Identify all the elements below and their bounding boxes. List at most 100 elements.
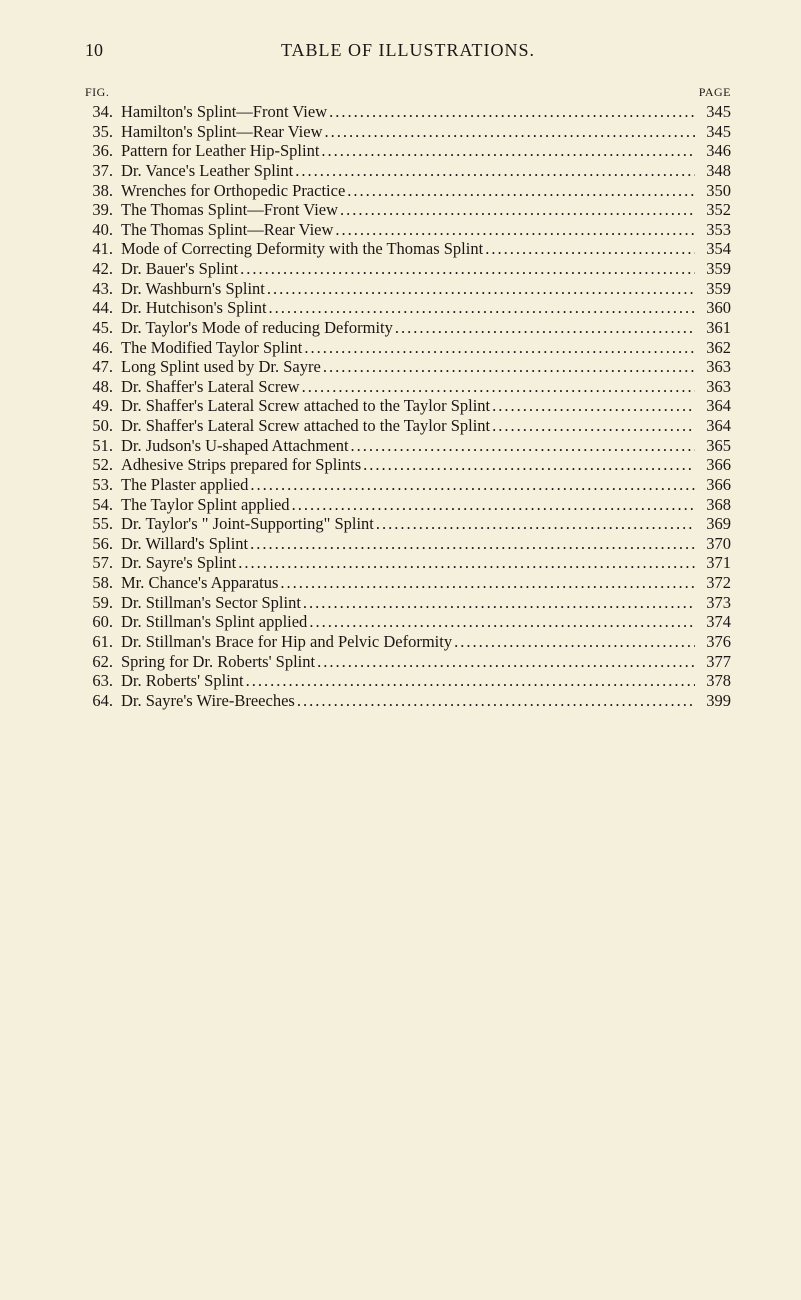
entry-page-number: 366: [695, 455, 731, 475]
entry-leader-dots: ........................................…: [483, 239, 695, 259]
entry-title: Dr. Vance's Leather Splint: [121, 161, 293, 181]
entry-title: Hamilton's Splint—Front View: [121, 102, 327, 122]
entry-leader-dots: ........................................…: [319, 141, 695, 161]
toc-entry: 35.Hamilton's Splint—Rear View..........…: [85, 122, 731, 142]
entry-page-number: 374: [695, 612, 731, 632]
entry-page-number: 352: [695, 200, 731, 220]
toc-entry: 42.Dr. Bauer's Splint...................…: [85, 259, 731, 279]
toc-entry: 34.Hamilton's Splint—Front View.........…: [85, 102, 731, 122]
entry-fig-number: 46.: [85, 338, 121, 358]
entry-title: Wrenches for Orthopedic Practice: [121, 181, 345, 201]
entry-page-number: 345: [695, 102, 731, 122]
entry-page-number: 362: [695, 338, 731, 358]
entry-title: The Thomas Splint—Rear View: [121, 220, 333, 240]
entry-page-number: 359: [695, 279, 731, 299]
entry-title: Dr. Judson's U-shaped Attachment: [121, 436, 349, 456]
entries-list: 34.Hamilton's Splint—Front View.........…: [85, 102, 731, 710]
toc-entry: 43.Dr. Washburn's Splint................…: [85, 279, 731, 299]
entry-leader-dots: ........................................…: [345, 181, 695, 201]
entry-fig-number: 35.: [85, 122, 121, 142]
entry-title: Long Splint used by Dr. Sayre: [121, 357, 321, 377]
entry-leader-dots: ........................................…: [490, 396, 695, 416]
toc-entry: 38.Wrenches for Orthopedic Practice.....…: [85, 181, 731, 201]
toc-entry: 61.Dr. Stillman's Brace for Hip and Pelv…: [85, 632, 731, 652]
entry-leader-dots: ........................................…: [393, 318, 695, 338]
column-header-page: PAGE: [699, 85, 731, 100]
top-page-number: 10: [85, 40, 125, 61]
entry-title: Dr. Stillman's Splint applied: [121, 612, 307, 632]
entry-leader-dots: ........................................…: [452, 632, 695, 652]
toc-entry: 62.Spring for Dr. Roberts' Splint.......…: [85, 652, 731, 672]
entry-title: Dr. Stillman's Brace for Hip and Pelvic …: [121, 632, 452, 652]
entry-page-number: 372: [695, 573, 731, 593]
entry-title: Dr. Shaffer's Lateral Screw attached to …: [121, 396, 490, 416]
entry-fig-number: 50.: [85, 416, 121, 436]
entry-title: Mr. Chance's Apparatus: [121, 573, 278, 593]
toc-entry: 40.The Thomas Splint—Rear View..........…: [85, 220, 731, 240]
entry-fig-number: 43.: [85, 279, 121, 299]
entry-title: The Thomas Splint—Front View: [121, 200, 338, 220]
toc-entry: 63.Dr. Roberts' Splint..................…: [85, 671, 731, 691]
entry-leader-dots: ........................................…: [248, 534, 695, 554]
entry-title: Dr. Washburn's Splint: [121, 279, 265, 299]
toc-entry: 48.Dr. Shaffer's Lateral Screw..........…: [85, 377, 731, 397]
entry-page-number: 377: [695, 652, 731, 672]
entry-page-number: 370: [695, 534, 731, 554]
entry-page-number: 364: [695, 416, 731, 436]
entry-page-number: 354: [695, 239, 731, 259]
entry-page-number: 359: [695, 259, 731, 279]
entry-title: The Modified Taylor Splint: [121, 338, 302, 358]
entry-page-number: 345: [695, 122, 731, 142]
entry-leader-dots: ........................................…: [236, 553, 695, 573]
entry-title: Dr. Bauer's Splint: [121, 259, 238, 279]
entry-leader-dots: ........................................…: [244, 671, 695, 691]
entry-leader-dots: ........................................…: [295, 691, 695, 711]
toc-entry: 64.Dr. Sayre's Wire-Breeches............…: [85, 691, 731, 711]
entry-fig-number: 64.: [85, 691, 121, 711]
entry-leader-dots: ........................................…: [338, 200, 695, 220]
entry-title: Dr. Sayre's Wire-Breeches: [121, 691, 295, 711]
entry-title: Dr. Roberts' Splint: [121, 671, 244, 691]
entry-title: Dr. Taylor's Mode of reducing Deformity: [121, 318, 393, 338]
page-container: 10 TABLE OF ILLUSTRATIONS. FIG. PAGE 34.…: [0, 0, 801, 750]
toc-entry: 49.Dr. Shaffer's Lateral Screw attached …: [85, 396, 731, 416]
entry-fig-number: 48.: [85, 377, 121, 397]
entry-fig-number: 61.: [85, 632, 121, 652]
toc-entry: 51.Dr. Judson's U-shaped Attachment.....…: [85, 436, 731, 456]
entry-leader-dots: ........................................…: [265, 279, 695, 299]
entry-page-number: 373: [695, 593, 731, 613]
entry-fig-number: 58.: [85, 573, 121, 593]
entry-page-number: 399: [695, 691, 731, 711]
entry-title: Dr. Shaffer's Lateral Screw: [121, 377, 300, 397]
entry-fig-number: 37.: [85, 161, 121, 181]
toc-entry: 60.Dr. Stillman's Splint applied........…: [85, 612, 731, 632]
entry-title: Spring for Dr. Roberts' Splint: [121, 652, 315, 672]
entry-leader-dots: ........................................…: [374, 514, 695, 534]
entry-page-number: 369: [695, 514, 731, 534]
entry-title: Dr. Willard's Splint: [121, 534, 248, 554]
entry-title: Hamilton's Splint—Rear View: [121, 122, 323, 142]
entry-title: Dr. Stillman's Sector Splint: [121, 593, 301, 613]
toc-entry: 50.Dr. Shaffer's Lateral Screw attached …: [85, 416, 731, 436]
toc-entry: 45.Dr. Taylor's Mode of reducing Deformi…: [85, 318, 731, 338]
toc-entry: 55.Dr. Taylor's " Joint-Supporting" Spli…: [85, 514, 731, 534]
entry-page-number: 371: [695, 553, 731, 573]
entry-leader-dots: ........................................…: [293, 161, 695, 181]
entry-fig-number: 47.: [85, 357, 121, 377]
entry-leader-dots: ........................................…: [248, 475, 695, 495]
entry-title: The Plaster applied: [121, 475, 248, 495]
entry-leader-dots: ........................................…: [267, 298, 695, 318]
entry-fig-number: 55.: [85, 514, 121, 534]
entry-fig-number: 45.: [85, 318, 121, 338]
entry-leader-dots: ........................................…: [302, 338, 695, 358]
entry-fig-number: 40.: [85, 220, 121, 240]
entry-leader-dots: ........................................…: [278, 573, 695, 593]
toc-entry: 39.The Thomas Splint—Front View.........…: [85, 200, 731, 220]
entry-fig-number: 62.: [85, 652, 121, 672]
entry-fig-number: 56.: [85, 534, 121, 554]
entry-leader-dots: ........................................…: [321, 357, 695, 377]
entry-page-number: 348: [695, 161, 731, 181]
entry-fig-number: 38.: [85, 181, 121, 201]
header-row: 10 TABLE OF ILLUSTRATIONS.: [85, 40, 731, 61]
entry-leader-dots: ........................................…: [307, 612, 695, 632]
